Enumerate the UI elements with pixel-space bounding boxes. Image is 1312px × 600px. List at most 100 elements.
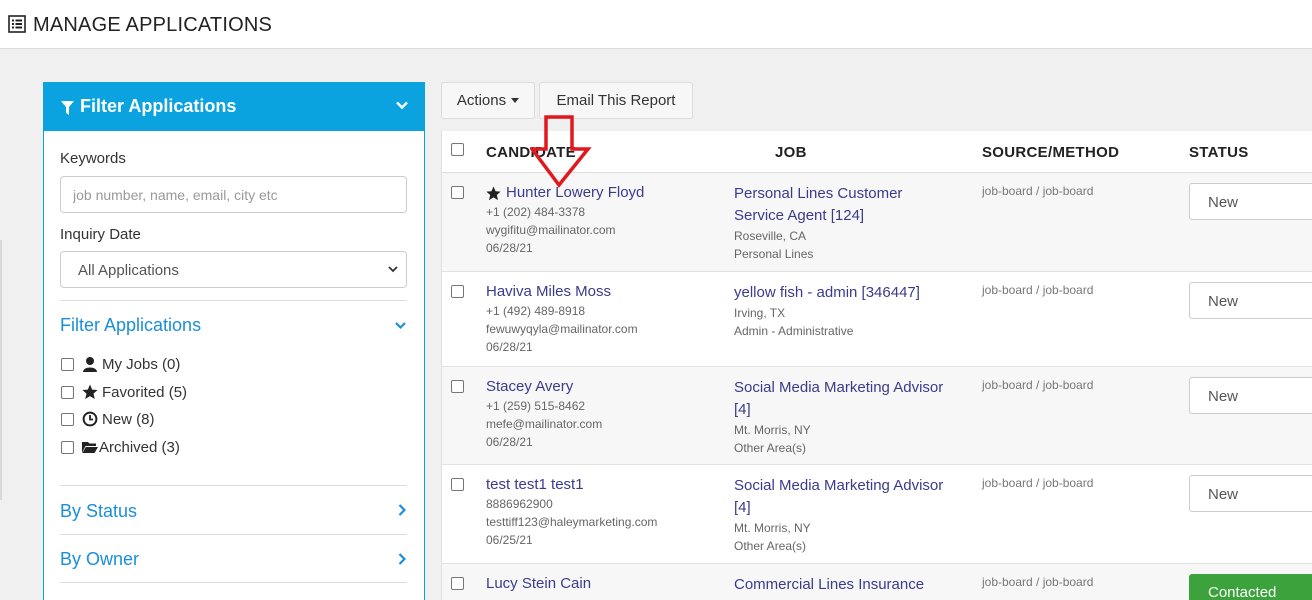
candidate-name-link[interactable]: Lucy Stein Cain [486,574,726,594]
source-method: job-board / job-board [982,476,1094,490]
star-icon [82,384,98,399]
candidate-name: Stacey Avery [486,378,574,395]
row-checkbox[interactable] [451,478,464,491]
filter-label: Archived (3) [99,438,180,456]
clock-icon [82,411,98,427]
application-date: 06/28/21 [486,340,533,354]
candidate-email: testtiff123@haleymarketing.com [486,515,658,529]
actions-dropdown-button[interactable]: Actions [441,82,535,119]
filter-label: New (8) [102,410,155,428]
status-select[interactable]: New [1189,475,1312,512]
filter-archived[interactable]: Archived (3) [61,437,180,457]
table-row: Haviva Miles Moss +1 (492) 489-8918 fewu… [442,272,1312,367]
select-all-checkbox[interactable] [451,143,464,156]
by-owner-section[interactable]: By Owner [60,549,140,569]
source-method: job-board / job-board [982,378,1094,392]
candidate-name-link[interactable]: Stacey Avery [486,377,726,397]
application-date: 06/25/21 [486,533,533,547]
candidate-name-link[interactable]: test test1 test1 [486,475,726,495]
filter-my-jobs[interactable]: My Jobs (0) [61,354,180,374]
job-cell: Commercial Lines Insurance [734,574,949,596]
chevron-right-icon[interactable] [398,504,406,516]
annotation-arrow-icon [530,115,592,188]
candidate-name-link[interactable]: Hunter Lowery Floyd [486,183,726,203]
status-value: Contacted [1208,584,1277,600]
job-title-link[interactable]: Personal Lines Customer Service Agent [1… [734,185,903,224]
status-select[interactable]: New [1189,377,1312,414]
filter-new[interactable]: New (8) [61,409,155,429]
row-checkbox[interactable] [451,380,464,393]
job-title-link[interactable]: Social Media Marketing Advisor [4] [734,379,944,418]
by-status-section[interactable]: By Status [60,501,138,521]
email-report-label: Email This Report [556,92,676,109]
application-date: 06/28/21 [486,241,533,255]
job-title-link[interactable]: Social Media Marketing Advisor [4] [734,477,944,516]
table-row: Stacey Avery +1 (259) 515-8462 mefe@mail… [442,367,1312,465]
job-cell: yellow fish - admin [346447] Irving, TX … [734,282,949,340]
checkbox[interactable] [61,412,74,426]
checkbox[interactable] [61,440,74,454]
filter-panel-title: Filter Applications [80,96,237,116]
candidate-name: Haviva Miles Moss [486,283,612,300]
candidate-cell: Stacey Avery +1 (259) 515-8462 mefe@mail… [486,377,726,451]
job-cell: Social Media Marketing Advisor [4] Mt. M… [734,475,949,555]
candidate-phone: +1 (259) 515-8462 [486,399,586,413]
candidate-name: Hunter Lowery Floyd [506,184,645,201]
checkbox[interactable] [61,357,74,371]
job-title-link[interactable]: yellow fish - admin [346447] [734,284,920,301]
status-select[interactable]: New [1189,183,1312,220]
job-cell: Social Media Marketing Advisor [4] Mt. M… [734,377,949,457]
status-select[interactable]: New [1189,282,1312,319]
candidate-phone: +1 (202) 484-3378 [486,205,586,219]
row-checkbox[interactable] [451,577,464,590]
header-source[interactable]: SOURCE/METHOD [982,144,1120,161]
applications-table: CANDIDATE JOB SOURCE/METHOD STATUS Hunte… [441,131,1312,600]
candidate-name-link[interactable]: Haviva Miles Moss [486,282,726,302]
job-title-link[interactable]: Commercial Lines Insurance [734,576,925,593]
job-location: Irving, TX [734,306,786,320]
list-icon [8,15,26,33]
job-location: Mt. Morris, NY [734,521,811,535]
candidate-email: wygifitu@mailinator.com [486,223,616,237]
checkbox[interactable] [61,385,74,399]
status-select[interactable]: Contacted [1189,574,1312,600]
candidate-cell: test test1 test1 8886962900 testtiff123@… [486,475,726,549]
job-category: Other Area(s) [734,441,807,455]
keywords-input[interactable] [60,176,407,213]
user-icon [83,357,97,372]
divider [60,534,407,535]
application-date: 06/28/21 [486,435,533,449]
filter-panel-header[interactable]: Filter Applications [44,83,424,131]
job-location: Mt. Morris, NY [734,423,811,437]
table-row: Hunter Lowery Floyd +1 (202) 484-3378 wy… [442,173,1312,272]
candidate-cell: Lucy Stein Cain [486,574,726,594]
left-divider [0,240,2,500]
email-report-button[interactable]: Email This Report [539,82,693,119]
row-checkbox[interactable] [451,285,464,298]
chevron-down-icon[interactable] [395,322,406,330]
star-icon [486,185,501,200]
divider [60,300,407,301]
filter-favorited[interactable]: Favorited (5) [61,382,187,402]
candidate-cell: Hunter Lowery Floyd +1 (202) 484-3378 wy… [486,183,726,257]
candidate-email: fewuwyqyla@mailinator.com [486,322,638,336]
actions-label: Actions [456,92,507,109]
job-location: Roseville, CA [734,229,807,243]
header-status[interactable]: STATUS [1189,144,1249,161]
header-candidate[interactable]: CANDIDATE [486,144,576,161]
filter-applications-section-title[interactable]: Filter Applications [60,315,202,335]
divider [60,582,407,583]
header-job[interactable]: JOB [775,144,807,161]
page-header: MANAGE APPLICATIONS [0,0,1312,49]
job-cell: Personal Lines Customer Service Agent [1… [734,183,949,263]
candidate-phone: +1 (492) 489-8918 [486,304,586,318]
inquiry-date-select[interactable]: All Applications [60,251,407,288]
page-title: MANAGE APPLICATIONS [33,14,273,36]
chevron-right-icon[interactable] [398,553,406,565]
divider [60,485,407,486]
status-value: New [1208,194,1239,211]
filter-icon [61,101,74,115]
table-row: Lucy Stein Cain Commercial Lines Insuran… [442,564,1312,600]
row-checkbox[interactable] [451,186,464,199]
chevron-down-icon[interactable] [396,101,408,110]
